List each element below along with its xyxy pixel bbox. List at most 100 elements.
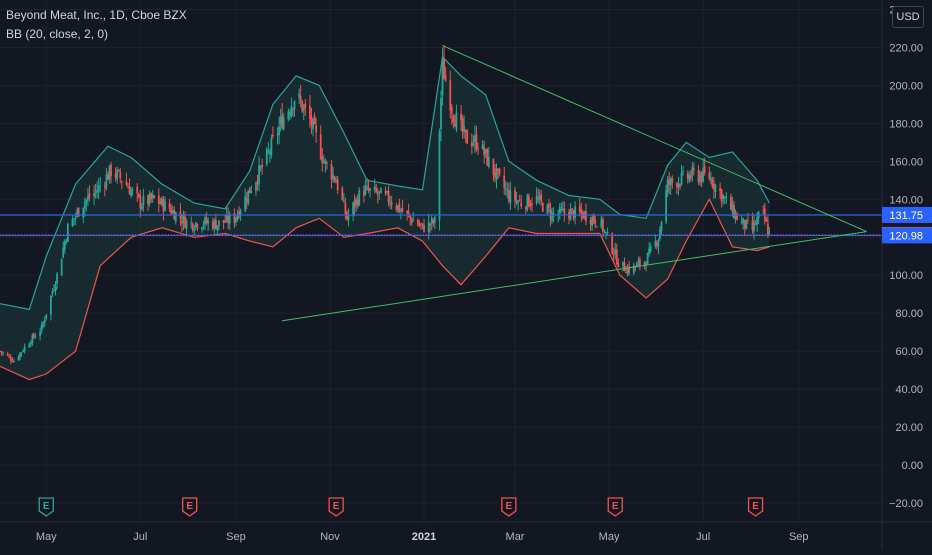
candle-body (455, 112, 458, 130)
earnings-label: E (43, 501, 50, 512)
candle-body (583, 211, 586, 217)
candle-body (8, 356, 11, 358)
candle-body (386, 191, 388, 193)
candle-body (222, 220, 225, 223)
earnings-marker[interactable]: E (182, 497, 198, 517)
candle-body (147, 195, 149, 205)
price-label-box (882, 206, 932, 223)
candle-body (265, 149, 268, 165)
candle-body (558, 207, 561, 214)
candle-body (205, 218, 208, 224)
candle-body (28, 344, 31, 348)
candle-body (190, 222, 193, 224)
x-tick-label: May (36, 531, 57, 543)
earnings-label: E (612, 501, 619, 512)
candle-body (527, 196, 530, 207)
candle-body (267, 150, 270, 152)
candle-body (506, 189, 509, 191)
y-tick-label: 80.00 (895, 308, 923, 320)
candle-body (86, 196, 89, 200)
candle-body (495, 168, 498, 180)
candle-body (235, 217, 237, 223)
candle-body (676, 183, 678, 188)
candle-body (65, 240, 68, 243)
candle-body (140, 205, 143, 210)
candle-body (617, 263, 620, 268)
candle-body (287, 111, 290, 120)
earnings-marker[interactable]: E (38, 497, 54, 517)
candle-body (356, 199, 359, 206)
candle-body (746, 219, 749, 221)
candle-body (207, 221, 210, 224)
candle-body (703, 166, 706, 173)
earnings-marker[interactable]: E (607, 497, 623, 517)
candle-body (0, 351, 3, 353)
candle-body (734, 213, 737, 220)
candle-body (768, 233, 771, 235)
candle-body (85, 199, 88, 203)
candle-body (722, 195, 725, 200)
candle-body (410, 218, 413, 224)
candle-body (628, 265, 631, 273)
candle-body (592, 214, 595, 222)
candle-body (700, 172, 703, 182)
earnings-badge (182, 497, 198, 517)
x-tick-label: 2021 (412, 531, 436, 543)
candle-body (127, 186, 129, 189)
candle-body (216, 225, 219, 231)
indicator-legend: BB (20, close, 2, 0) (6, 27, 109, 41)
candle-body (671, 178, 674, 183)
x-tick-label: Nov (320, 531, 340, 543)
candle-body (142, 196, 145, 206)
candle-body (589, 219, 592, 225)
candle-body (60, 258, 63, 276)
candle-body (211, 221, 214, 229)
candle-body (347, 215, 350, 220)
earnings-marker[interactable]: E (501, 497, 517, 517)
candle-body (719, 187, 721, 192)
candle-body (71, 218, 74, 227)
candle-body (503, 175, 506, 188)
candle-body (463, 126, 466, 133)
earnings-marker[interactable]: E (747, 497, 764, 517)
candle-body (474, 135, 476, 143)
earnings-marker[interactable]: E (328, 497, 344, 517)
candle-body (103, 186, 106, 188)
candle-body (606, 231, 609, 234)
y-tick-label: −20.00 (889, 498, 923, 510)
candle-body (400, 210, 402, 212)
candle-body (364, 186, 367, 195)
candle-body (202, 224, 205, 226)
candle-body (31, 335, 34, 344)
candle-body (432, 219, 435, 224)
candle-body (466, 130, 469, 144)
candle-body (278, 126, 280, 136)
candle-body (708, 172, 711, 179)
candle-body (623, 262, 626, 271)
candle-body (612, 254, 615, 256)
candle-body (515, 200, 518, 203)
candle-body (114, 173, 117, 178)
candle-body (125, 181, 128, 186)
candle-body (157, 195, 160, 204)
candle-body (763, 208, 766, 221)
candle-body (76, 209, 78, 216)
currency-button[interactable]: USD (892, 6, 924, 28)
y-tick-label: 100.00 (889, 270, 923, 282)
candle-body (686, 173, 689, 179)
candle-body (600, 218, 603, 228)
trendline (442, 45, 867, 233)
candle-body (272, 134, 274, 137)
candle-body (83, 202, 86, 209)
candle-body (153, 195, 156, 198)
candle-body (551, 212, 553, 221)
x-tick-label: Mar (506, 531, 525, 543)
candle-body (56, 273, 58, 284)
candle-body (689, 175, 692, 179)
candle-body (304, 103, 307, 108)
candle-body (20, 352, 23, 354)
candle-body (461, 117, 464, 132)
candle-body (580, 209, 583, 214)
